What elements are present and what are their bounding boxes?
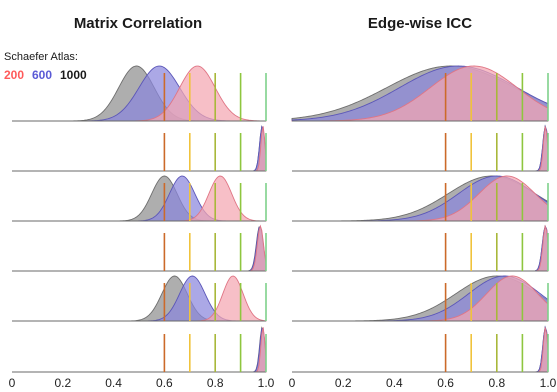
- density-series-600: [292, 325, 549, 373]
- density-series-200: [12, 275, 267, 322]
- tick-label-left-0-8: 0.8: [207, 376, 224, 390]
- legend-entry-1000: 1000: [60, 68, 87, 82]
- density-series-1000: [292, 224, 549, 272]
- density-series-600: [12, 225, 267, 272]
- density-series-600: [292, 124, 549, 172]
- legend-entry-600: 600: [32, 68, 52, 82]
- ridge-row-3: [12, 175, 267, 222]
- tick-label-left-0-4: 0.4: [105, 376, 122, 390]
- ridge-row-1: [12, 65, 267, 122]
- density-series-1000: [12, 226, 267, 272]
- panel-title-matrix-correlation: Matrix Correlation: [74, 15, 202, 32]
- tick-label-left-0: 0: [9, 376, 16, 390]
- ridge-row-3: [292, 175, 549, 222]
- density-series-200: [292, 327, 549, 373]
- ridge-row-2: [12, 125, 267, 172]
- density-series-1000: [12, 326, 267, 373]
- tick-label-left-0-6: 0.6: [156, 376, 173, 390]
- density-series-1000: [12, 125, 267, 172]
- ridge-row-6: [12, 326, 267, 373]
- panel-0: [12, 65, 267, 373]
- density-series-200: [292, 224, 549, 272]
- density-series-200: [292, 126, 549, 172]
- legend-entry-200: 200: [4, 68, 24, 82]
- tick-label-left-1-0: 1.0: [258, 376, 275, 390]
- density-series-600: [12, 328, 267, 373]
- density-series-200: [12, 126, 267, 172]
- tick-label-right-0-2: 0.2: [335, 376, 352, 390]
- density-series-200: [12, 175, 267, 222]
- ridge-row-5: [292, 275, 549, 322]
- density-series-1000: [292, 124, 549, 172]
- ridge-row-4: [12, 224, 267, 272]
- ridge-row-6: [292, 325, 549, 373]
- tick-label-right-0: 0: [289, 376, 296, 390]
- ridge-row-2: [292, 124, 549, 172]
- density-series-600: [292, 224, 549, 272]
- density-series-200: [12, 224, 267, 272]
- ridge-row-4: [292, 224, 549, 272]
- tick-label-right-0-4: 0.4: [386, 376, 403, 390]
- ridge-row-1: [291, 65, 549, 122]
- ridgeline-plots: [12, 65, 549, 373]
- tick-label-right-0-8: 0.8: [488, 376, 505, 390]
- legend: Schaefer Atlas: 200 600 1000: [4, 51, 87, 82]
- density-series-1000: [292, 325, 549, 373]
- tick-label-left-0-2: 0.2: [54, 376, 71, 390]
- tick-label-right-1-0: 1.0: [540, 376, 557, 390]
- legend-title: Schaefer Atlas:: [4, 51, 78, 63]
- panel-title-edge-wise-icc: Edge-wise ICC: [368, 15, 472, 32]
- density-series-200: [12, 327, 267, 373]
- ridge-row-5: [12, 275, 267, 322]
- x-axis-ticks: 0 0.2 0.4 0.6 0.8 1.0 0 0.2 0.4 0.6 0.8 …: [9, 376, 557, 390]
- density-series-600: [12, 125, 267, 172]
- panel-1: [291, 65, 549, 373]
- tick-label-right-0-6: 0.6: [437, 376, 454, 390]
